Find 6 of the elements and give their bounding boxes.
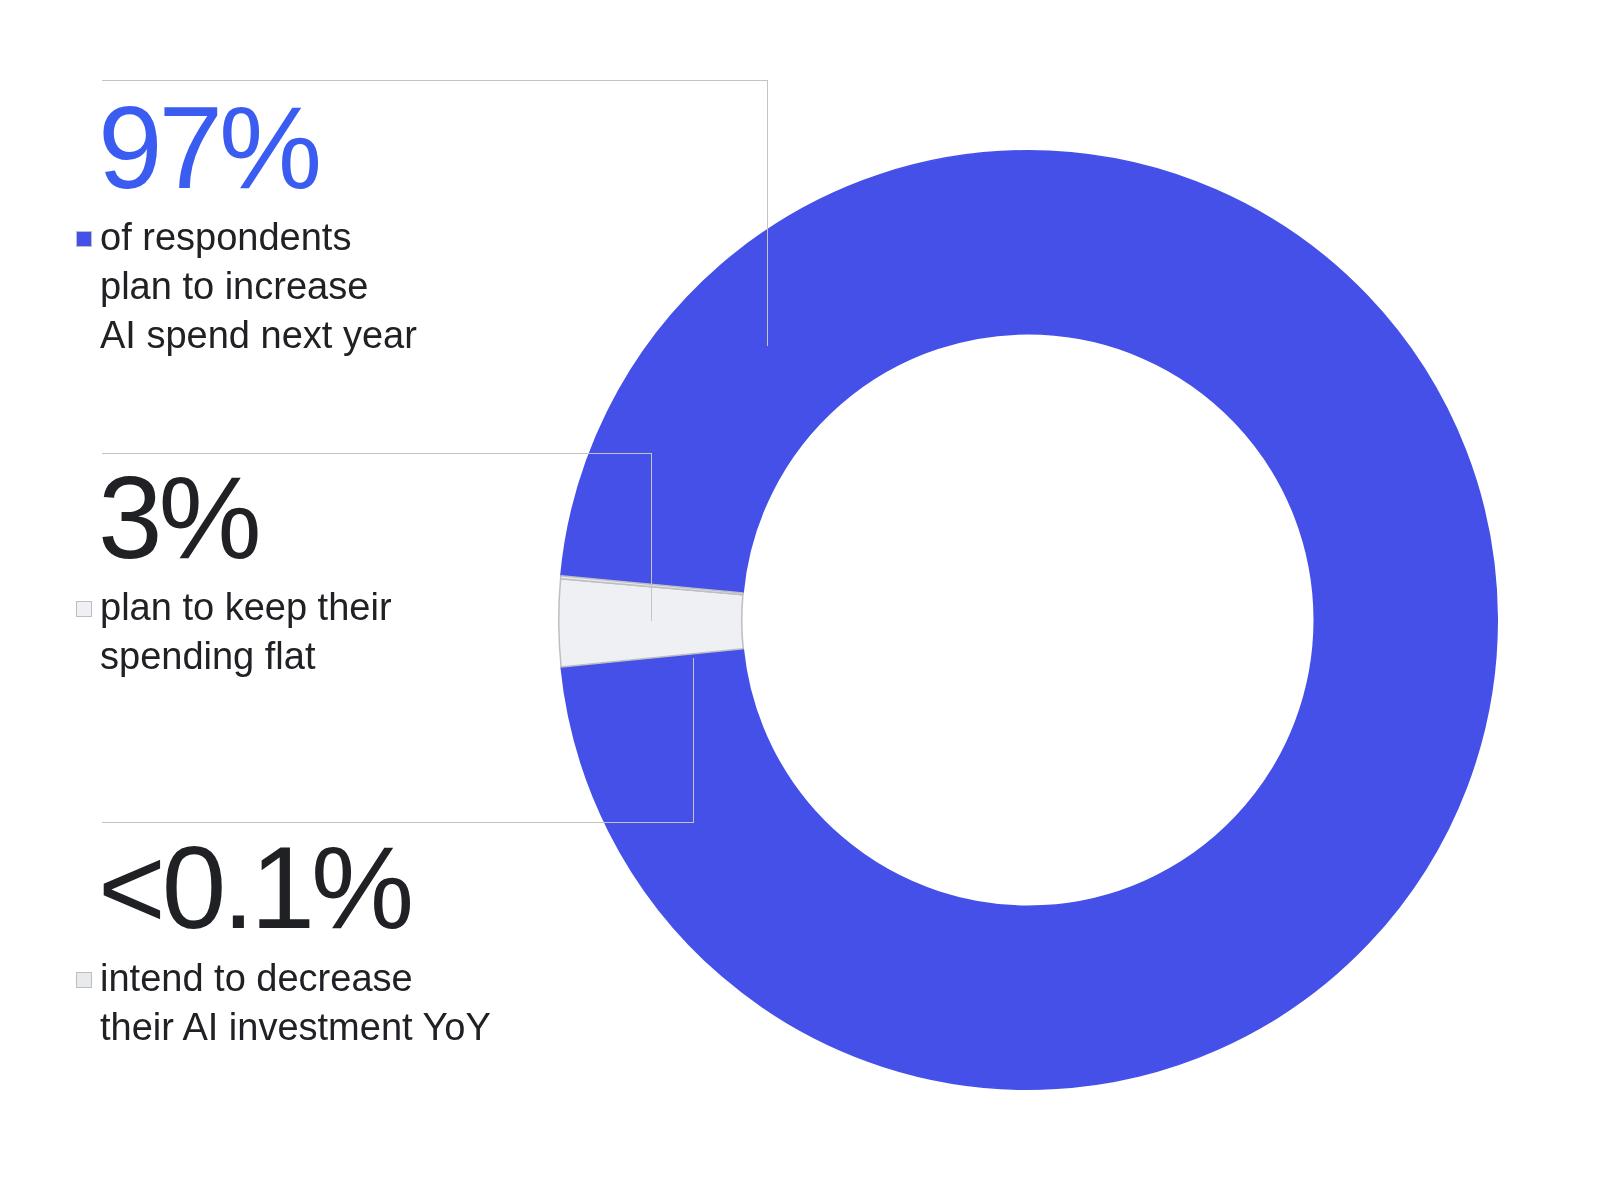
legend-label: of respondents plan to increase AI spend next year — [100, 215, 417, 358]
data-label: 3% — [98, 453, 258, 583]
data-label: 97% — [98, 83, 319, 213]
legend-label: intend to decrease their AI investment YoY — [100, 956, 491, 1050]
data-label: <0.1% — [98, 823, 411, 953]
legend-label: plan to keep their spending flat — [100, 585, 392, 679]
